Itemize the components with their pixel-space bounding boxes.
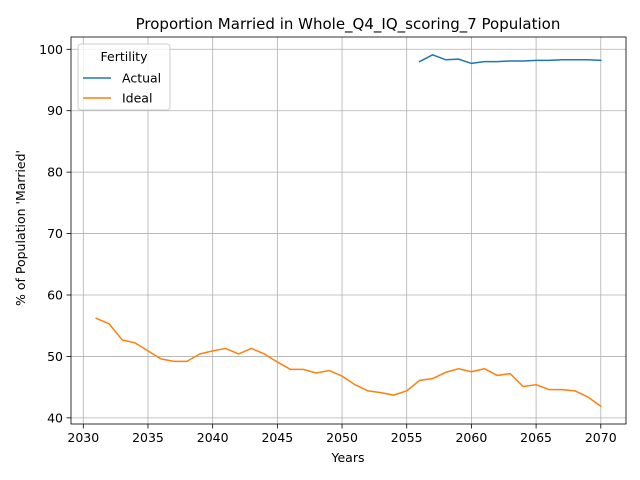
x-tick-label: 2030 — [67, 430, 99, 445]
legend: Fertility Actual Ideal — [77, 43, 171, 111]
axis-ticks: 2030 2035 2040 2045 2050 2055 2060 2065 2070 40 50… — [39, 42, 617, 445]
y-tick-label: 70 — [47, 226, 63, 241]
legend-label-actual: Actual — [122, 71, 161, 86]
legend-entries: Actual Ideal — [83, 71, 161, 106]
series-line-actual — [418, 54, 602, 65]
x-tick-label: 2035 — [132, 430, 164, 445]
x-tick-label: 2045 — [261, 430, 293, 445]
series-lines — [95, 54, 602, 408]
y-tick-label: 60 — [47, 288, 63, 303]
x-tick-label: 2060 — [455, 430, 487, 445]
legend-label-ideal: Ideal — [122, 91, 152, 106]
chart-title: Proportion Married in Whole_Q4_IQ_scorin… — [136, 15, 561, 34]
y-tick-label: 50 — [47, 349, 63, 364]
grid — [71, 37, 626, 424]
x-tick-label: 2055 — [391, 430, 423, 445]
legend-box — [77, 43, 171, 111]
y-axis-label: % of Population 'Married' — [13, 150, 28, 306]
plot-frame — [70, 36, 627, 425]
x-tick-label: 2070 — [585, 430, 617, 445]
x-axis-label: Years — [331, 450, 365, 465]
legend-title: Fertility — [101, 49, 149, 64]
y-tick-label: 80 — [47, 165, 63, 180]
y-tick-label: 40 — [47, 410, 63, 425]
y-tick-label: 90 — [47, 103, 63, 118]
x-tick-label: 2065 — [520, 430, 552, 445]
x-tick-label: 2040 — [197, 430, 229, 445]
y-tick-label: 100 — [39, 42, 63, 57]
x-tick-label: 2050 — [326, 430, 358, 445]
series-line-ideal — [95, 317, 602, 408]
